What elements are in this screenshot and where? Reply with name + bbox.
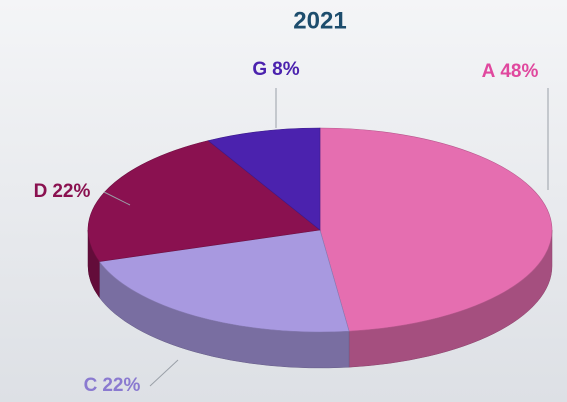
- category-label: D: [34, 181, 48, 202]
- value-label: 22%: [102, 375, 140, 396]
- value-label: 22%: [52, 181, 90, 202]
- pie: [87, 127, 553, 369]
- data-label: G 8%: [252, 59, 299, 80]
- slice: [207, 127, 321, 231]
- leader-line: [149, 359, 179, 387]
- data-label: D 22%: [34, 181, 91, 202]
- data-label: A 48%: [482, 61, 539, 82]
- slice: [319, 127, 553, 332]
- category-label: C: [84, 375, 98, 396]
- data-label: C 22%: [84, 375, 141, 396]
- category-label: G: [252, 59, 267, 80]
- value-label: 8%: [272, 59, 300, 80]
- leader-line: [103, 191, 131, 206]
- chart-title: 2021: [293, 7, 346, 34]
- category-label: A: [482, 61, 496, 82]
- value-label: 48%: [500, 61, 538, 82]
- slice: [98, 229, 350, 333]
- labels: A 48%C 22%D 22%G 8%: [34, 59, 549, 396]
